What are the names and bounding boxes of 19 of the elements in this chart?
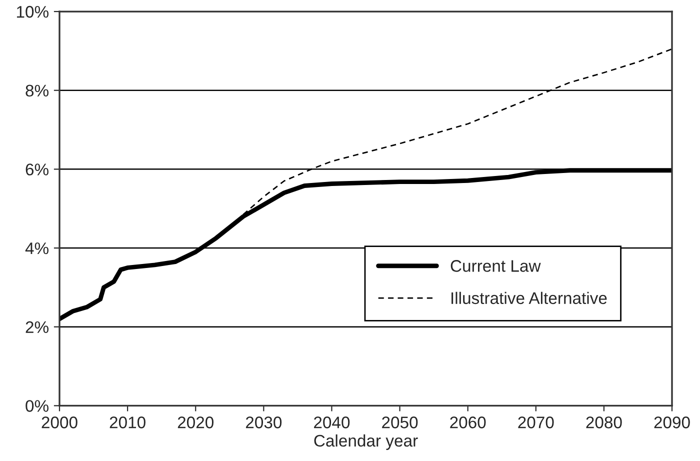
x-tick-label: 2070 bbox=[518, 416, 554, 428]
y-tick-label: 6% bbox=[26, 164, 48, 176]
x-tick-label: 2040 bbox=[314, 416, 350, 428]
x-tick-label: 2000 bbox=[42, 416, 78, 428]
legend-label: Illustrative Alternative bbox=[452, 292, 607, 304]
x-tick-label: 2010 bbox=[110, 416, 146, 428]
y-tick-label: 2% bbox=[26, 321, 48, 333]
x-axis-title: Calendar year bbox=[314, 434, 418, 450]
x-tick-label: 2080 bbox=[586, 416, 622, 428]
x-tick-label: 2090 bbox=[654, 416, 690, 428]
y-tick-label: 0% bbox=[26, 400, 48, 412]
y-tick-label: 10% bbox=[16, 6, 48, 18]
legend-label: Current Law bbox=[450, 260, 541, 272]
x-tick-label: 2020 bbox=[178, 416, 214, 428]
x-tick-label: 2060 bbox=[450, 416, 486, 428]
y-tick-label: 4% bbox=[25, 242, 48, 254]
y-tick-label: 8% bbox=[26, 84, 48, 97]
x-tick-label: 2050 bbox=[382, 416, 418, 428]
x-tick-label: 2030 bbox=[246, 416, 282, 428]
